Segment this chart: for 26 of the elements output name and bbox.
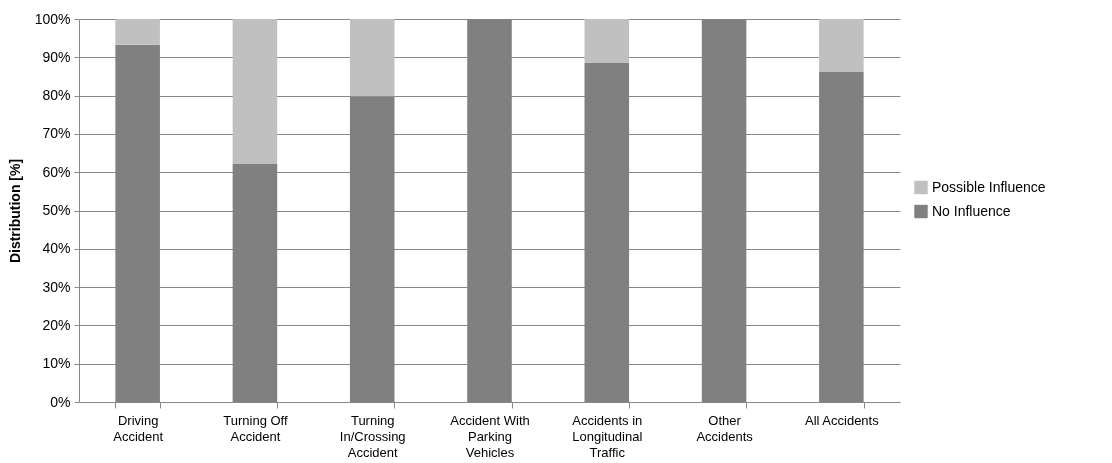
y-tick-label: 70% xyxy=(42,125,71,142)
bar xyxy=(115,19,160,45)
y-tick-label: 60% xyxy=(42,163,71,180)
y-axis-title: Distribution [%] xyxy=(6,158,23,264)
y-tick-label: 50% xyxy=(42,202,71,218)
x-tick-label: Other Accidents xyxy=(696,412,754,444)
x-tick-label: Accidents in Longitudinal Traffic xyxy=(572,412,643,460)
legend-label: Possible Influence xyxy=(932,178,1046,195)
y-tick-label: 40% xyxy=(42,240,71,257)
legend-label: No Influence xyxy=(932,202,1011,219)
y-tick-label: 30% xyxy=(42,278,71,295)
y-tick-label: 10% xyxy=(42,355,71,372)
x-tick-label: Accident With Parking Vehicles xyxy=(450,412,530,460)
bar xyxy=(232,19,278,164)
bar xyxy=(584,19,630,64)
x-tick-label: Turning Off Accident xyxy=(223,412,288,444)
bar xyxy=(819,19,864,72)
y-tick-label: 80% xyxy=(42,87,71,104)
y-tick-label: 90% xyxy=(42,48,71,65)
bar xyxy=(349,19,395,97)
y-tick-label: 20% xyxy=(42,316,71,333)
x-tick-label: All Accidents xyxy=(805,412,880,428)
y-tick-label: 0% xyxy=(50,393,71,410)
x-tick-label: Driving Accident xyxy=(113,412,164,444)
y-tick-label: 100% xyxy=(34,10,71,27)
x-tick-label: Turning In/Crossing Accident xyxy=(339,412,406,460)
